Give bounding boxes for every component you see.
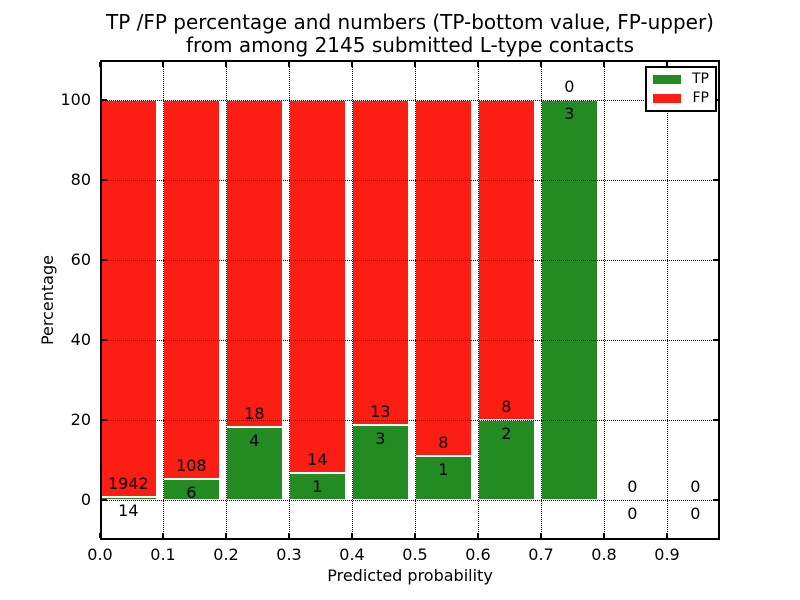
x-tick-label: 0.1 bbox=[150, 545, 176, 564]
chart-title-line-1: TP /FP percentage and numbers (TP-bottom… bbox=[106, 10, 714, 34]
y-tick-label: 80 bbox=[70, 170, 91, 189]
legend-label-fp: FP bbox=[692, 90, 710, 106]
x-tick-label: 0.3 bbox=[276, 545, 302, 564]
legend-label-tp: TP bbox=[692, 71, 709, 87]
y-tick-label: 0 bbox=[80, 490, 91, 509]
legend-entry-fp: FP bbox=[653, 91, 709, 106]
chart-title-line-2: from among 2145 submitted L-type contact… bbox=[185, 33, 635, 57]
x-tick-label: 0.2 bbox=[213, 545, 239, 564]
x-axis-label: Predicted probability bbox=[327, 566, 493, 585]
tp-color-swatch bbox=[653, 75, 681, 84]
y-tick-label: 20 bbox=[70, 410, 91, 429]
x-tick-label: 0.6 bbox=[465, 545, 491, 564]
x-tick-label: 0.5 bbox=[402, 545, 428, 564]
x-tick-label: 0.0 bbox=[87, 545, 113, 564]
legend-entry-tp: TP bbox=[653, 72, 709, 87]
x-tick-label: 0.7 bbox=[528, 545, 554, 564]
fp-color-swatch bbox=[653, 94, 681, 103]
x-tick-label: 0.8 bbox=[591, 545, 617, 564]
x-tick-label: 0.4 bbox=[339, 545, 365, 564]
legend: TP FP bbox=[645, 66, 717, 112]
x-tick-label: 0.9 bbox=[654, 545, 680, 564]
y-axis-label: Percentage bbox=[38, 255, 57, 346]
plot-area-border bbox=[100, 60, 720, 540]
y-tick-label: 100 bbox=[60, 90, 91, 109]
